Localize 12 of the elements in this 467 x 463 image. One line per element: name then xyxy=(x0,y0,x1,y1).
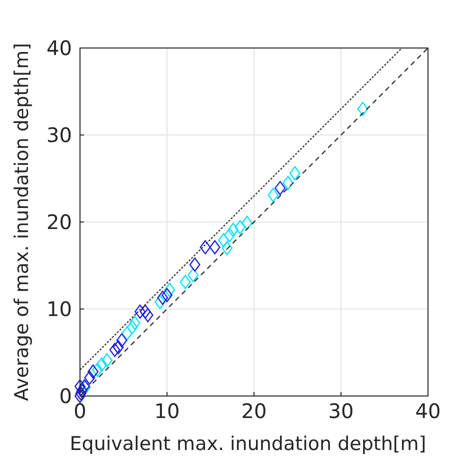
y-tick-label: 30 xyxy=(46,123,72,147)
y-tick-label: 10 xyxy=(46,297,72,321)
y-tick-label: 40 xyxy=(46,36,72,60)
y-axis-title: Average of max. inundation depth[m] xyxy=(11,42,33,402)
x-tick-label: 20 xyxy=(241,399,267,423)
x-tick-label: 0 xyxy=(74,399,86,423)
x-tick-label: 30 xyxy=(328,399,354,423)
y-tick-label: 0 xyxy=(59,384,72,408)
x-tick-label: 10 xyxy=(154,399,180,423)
x-tick-label: 40 xyxy=(415,399,441,423)
x-axis-title: Equivalent max. inundation depth[m] xyxy=(70,433,426,455)
y-tick-label: 20 xyxy=(46,210,72,234)
